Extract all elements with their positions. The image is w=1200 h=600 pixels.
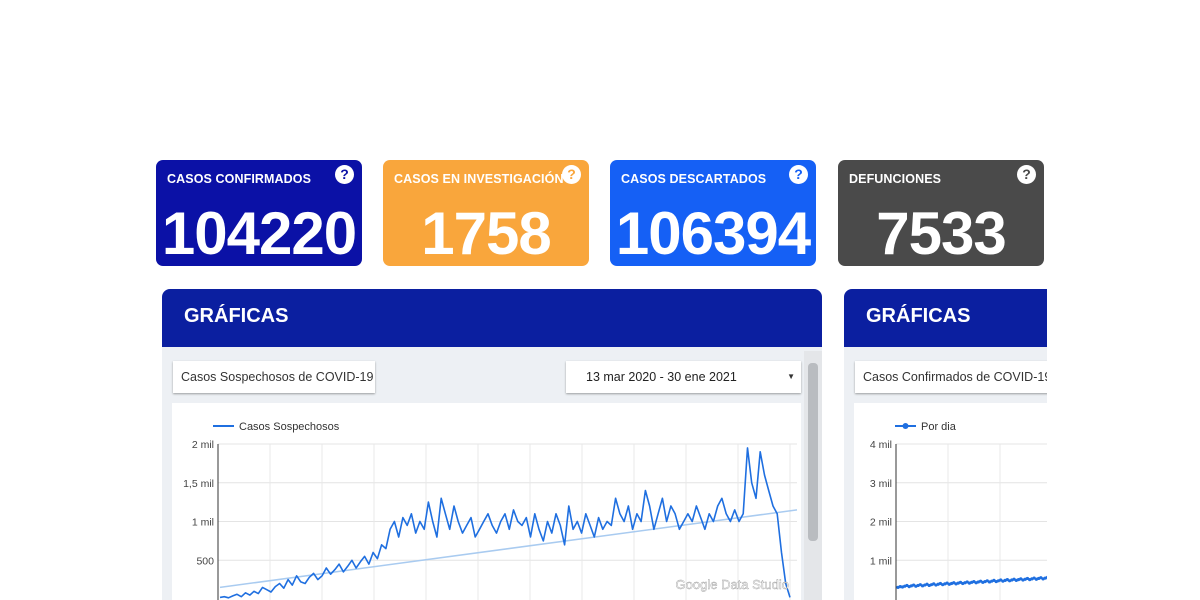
panel-title: GRÁFICAS (184, 305, 289, 327)
date-range-selector[interactable]: 13 mar 2020 - 30 ene 2021 ▼ (566, 361, 801, 393)
y-tick-label: 1,5 mil (183, 478, 214, 490)
stat-card-deaths: DEFUNCIONES ? 7533 (838, 160, 1044, 266)
chart-legend: Por dia (895, 421, 957, 433)
panel-body: Casos Sospechosos de COVID-19 13 mar 202… (162, 347, 822, 600)
chart-area: Por dia 4 mil 3 mil 2 mil 1 mil (854, 403, 1047, 600)
stat-card-discarded: CASOS DESCARTADOS ? 106394 (610, 160, 816, 266)
help-icon[interactable]: ? (1017, 165, 1036, 184)
chart-selector[interactable]: Casos Sospechosos de COVID-19 (173, 361, 375, 393)
legend-label: Por dia (921, 421, 957, 433)
stat-value: 1758 (421, 200, 551, 266)
panel-header: GRÁFICAS (844, 289, 1047, 347)
chart-area: Casos Sospechosos 2 mil 1,5 mil 1 mil 500 Goo… (172, 403, 801, 600)
stat-label: CASOS CONFIRMADOS (167, 172, 312, 186)
scrollbar[interactable] (804, 351, 822, 600)
help-icon[interactable]: ? (789, 165, 808, 184)
stat-value: 106394 (615, 200, 811, 266)
panel-header: GRÁFICAS (162, 289, 822, 347)
legend-label: Casos Sospechosos (239, 421, 340, 433)
stat-value: 104220 (161, 200, 357, 266)
charts-panel-confirmed: GRÁFICAS Casos Confirmados de COVID-19 P… (844, 289, 1047, 600)
watermark-label: Google Data Studio (676, 577, 789, 592)
stat-label: DEFUNCIONES (849, 172, 942, 186)
help-icon[interactable]: ? (335, 165, 354, 184)
chart-legend: Casos Sospechosos (213, 421, 340, 433)
trend-line (219, 509, 798, 589)
scrollbar-thumb[interactable] (808, 363, 818, 541)
help-icon[interactable]: ? (562, 165, 581, 184)
charts-panel-suspected: GRÁFICAS Casos Sospechosos de COVID-19 1… (162, 289, 822, 600)
stat-label: CASOS EN INVESTIGACIÓN (394, 172, 564, 186)
y-tick-label: 1 mil (870, 555, 892, 567)
suspected-cases-chart: Casos Sospechosos 2 mil 1,5 mil 1 mil 500 Goo… (183, 421, 798, 600)
series-line (219, 447, 791, 599)
y-tick-label: 500 (196, 555, 214, 567)
y-tick-label: 1 mil (192, 517, 214, 529)
stat-card-investigation: CASOS EN INVESTIGACIÓN ? 1758 (383, 160, 589, 266)
data-point (1045, 575, 1047, 579)
panel-title: GRÁFICAS (866, 305, 971, 327)
confirmed-cases-chart: Por dia 4 mil 3 mil 2 mil 1 mil (870, 421, 1047, 600)
date-range-label: 13 mar 2020 - 30 ene 2021 (586, 370, 737, 384)
stat-label: CASOS DESCARTADOS (621, 172, 767, 186)
y-tick-label: 3 mil (870, 478, 892, 490)
chart-selector[interactable]: Casos Confirmados de COVID-19 (855, 361, 1047, 393)
panel-body: Casos Confirmados de COVID-19 Por dia 4 m… (844, 347, 1047, 600)
stat-value: 7533 (876, 200, 1006, 266)
y-tick-label: 2 mil (870, 517, 892, 529)
legend-marker-icon (902, 423, 909, 429)
stat-card-confirmed: CASOS CONFIRMADOS ? 104220 (156, 160, 362, 266)
dropdown-arrow-icon: ▼ (787, 372, 795, 381)
y-tick-label: 4 mil (870, 439, 892, 451)
y-tick-label: 2 mil (192, 439, 214, 451)
